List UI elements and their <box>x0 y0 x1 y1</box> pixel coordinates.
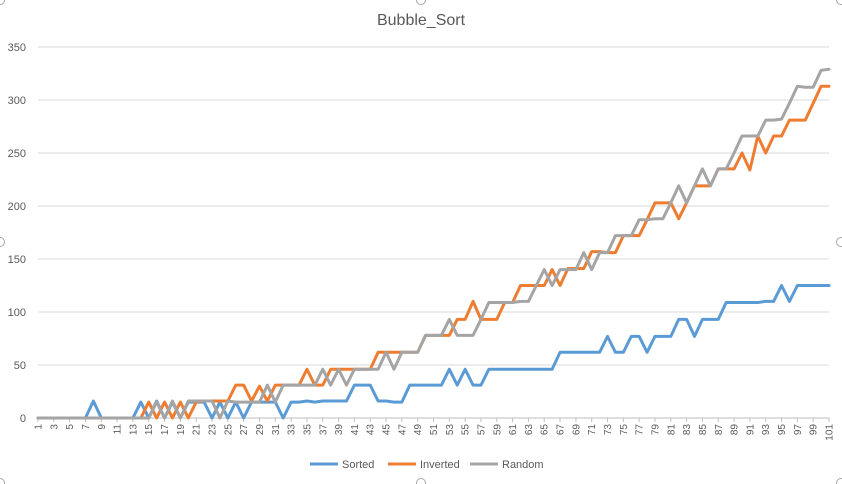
x-tick-label: 51 <box>429 424 440 436</box>
resize-handle[interactable] <box>0 478 5 484</box>
x-tick-label: 85 <box>698 424 709 436</box>
x-tick-label: 67 <box>556 424 567 436</box>
x-axis-ticks: 1 3 5 7 9 11 13 15 17 19 21 23 25 27 29 31 33 35 37 39 41 43 4… <box>34 418 836 441</box>
x-tick-label: 87 <box>714 424 725 436</box>
x-tick-label: 91 <box>745 424 756 436</box>
series-lines <box>36 67 831 420</box>
x-tick-label: 79 <box>650 424 661 436</box>
x-tick-label: 59 <box>492 424 503 436</box>
x-tick-label: 45 <box>382 424 393 436</box>
x-tick-label: 73 <box>603 424 614 436</box>
y-tick-label: 250 <box>8 148 26 160</box>
x-tick-label: 99 <box>809 424 820 436</box>
legend-label: Sorted <box>342 459 374 471</box>
x-tick-label: 27 <box>239 424 250 436</box>
resize-handle[interactable] <box>836 0 842 5</box>
x-tick-label: 55 <box>461 424 472 436</box>
x-tick-label: 13 <box>128 424 139 436</box>
x-tick-label: 43 <box>366 424 377 436</box>
x-tick-label: 101 <box>825 424 836 441</box>
resize-handle[interactable] <box>416 478 426 484</box>
x-tick-label: 7 <box>81 424 92 430</box>
legend-label: Inverted <box>420 459 460 471</box>
x-tick-label: 19 <box>176 424 187 436</box>
x-tick-label: 17 <box>160 424 171 436</box>
x-tick-label: 9 <box>97 424 108 430</box>
series-line-random <box>36 67 831 420</box>
x-tick-label: 25 <box>223 424 234 436</box>
y-tick-label: 100 <box>8 307 26 319</box>
resize-handle[interactable] <box>0 0 5 5</box>
x-tick-label: 63 <box>524 424 535 436</box>
x-tick-label: 69 <box>571 424 582 436</box>
resize-handle[interactable] <box>836 237 842 247</box>
chart-title: Bubble_Sort <box>377 12 466 29</box>
x-tick-label: 37 <box>318 424 329 436</box>
x-tick-label: 95 <box>777 424 788 436</box>
legend-label: Random <box>502 459 544 471</box>
y-tick-label: 200 <box>8 201 26 213</box>
legend-item-sorted: Sorted <box>310 459 374 471</box>
y-tick-label: 300 <box>8 95 26 107</box>
x-tick-label: 3 <box>49 424 60 430</box>
x-tick-label: 83 <box>682 424 693 436</box>
legend-item-inverted: Inverted <box>388 459 460 471</box>
legend-item-random: Random <box>470 459 544 471</box>
resize-handle[interactable] <box>416 0 426 5</box>
x-tick-label: 53 <box>445 424 456 436</box>
x-tick-label: 15 <box>144 424 155 436</box>
resize-handle[interactable] <box>0 237 5 247</box>
x-tick-label: 39 <box>334 424 345 436</box>
resize-handle[interactable] <box>836 478 842 484</box>
x-tick-label: 11 <box>113 424 124 435</box>
x-tick-label: 71 <box>587 424 598 436</box>
x-tick-label: 61 <box>508 424 519 436</box>
x-tick-label: 1 <box>34 424 45 430</box>
x-tick-label: 47 <box>397 424 408 436</box>
x-tick-label: 33 <box>287 424 298 436</box>
x-tick-label: 65 <box>540 424 551 436</box>
x-tick-label: 41 <box>350 424 361 436</box>
y-tick-label: 0 <box>20 413 26 425</box>
legend: Sorted Inverted Random <box>310 459 544 471</box>
y-tick-label: 150 <box>8 254 26 266</box>
x-tick-label: 49 <box>413 424 424 436</box>
y-tick-label: 350 <box>8 42 26 54</box>
x-tick-label: 89 <box>730 424 741 436</box>
x-tick-label: 93 <box>761 424 772 436</box>
x-tick-label: 77 <box>635 424 646 436</box>
x-tick-label: 97 <box>793 424 804 436</box>
x-tick-label: 81 <box>666 424 677 436</box>
y-tick-label: 50 <box>14 360 26 372</box>
x-tick-label: 31 <box>271 424 282 436</box>
x-tick-label: 75 <box>619 424 630 436</box>
x-tick-label: 29 <box>255 424 266 436</box>
gridlines <box>38 46 829 419</box>
x-tick-label: 35 <box>302 424 313 436</box>
x-tick-label: 5 <box>65 424 76 430</box>
y-axis-ticks: 0 50 100 150 200 250 300 350 <box>8 42 26 425</box>
x-tick-label: 21 <box>192 424 203 436</box>
series-line-inverted <box>36 84 831 420</box>
x-tick-label: 23 <box>208 424 219 436</box>
series-line-sorted <box>36 284 831 420</box>
x-tick-label: 57 <box>476 424 487 436</box>
